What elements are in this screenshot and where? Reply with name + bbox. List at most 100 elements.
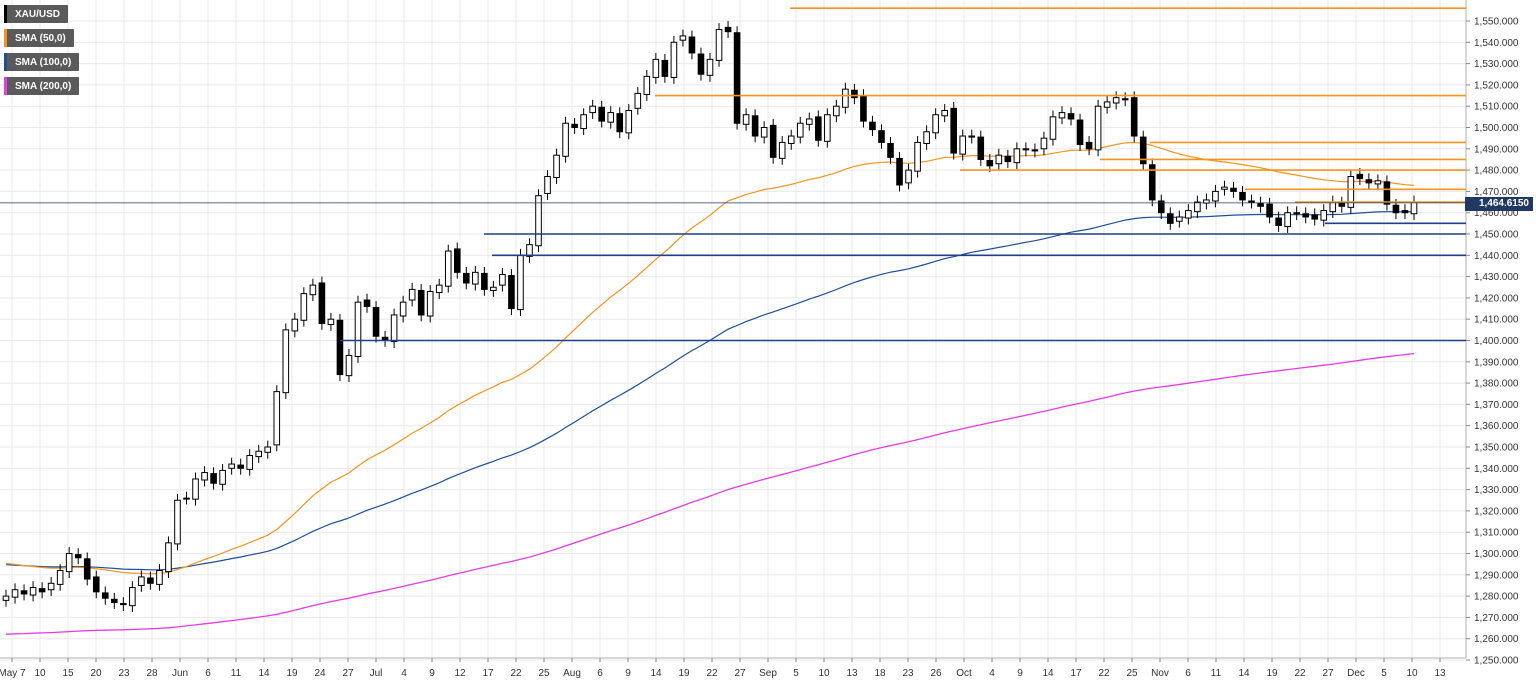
legend: XAU/USD SMA (50,0) SMA (100,0) SMA (200,… — [4, 5, 80, 101]
candle-body — [751, 115, 759, 137]
legend-label-sma100: SMA (100,0) — [15, 56, 72, 68]
x-tick-label: 22 — [1098, 668, 1110, 679]
y-tick-label: 1,320.000 — [1474, 506, 1519, 517]
x-tick-label: 13 — [846, 668, 858, 679]
candle-body — [1049, 116, 1057, 140]
y-tick-label: 1,290.000 — [1474, 570, 1519, 581]
x-tick-label: 11 — [1211, 668, 1222, 679]
candle-body — [1112, 97, 1120, 104]
candle-body — [300, 293, 308, 321]
candle-body — [598, 106, 605, 122]
candle-body — [643, 75, 651, 95]
y-tick-label: 1,270.000 — [1474, 613, 1519, 624]
candle-body — [769, 124, 777, 158]
candle-body — [959, 135, 967, 155]
candle-body — [345, 354, 353, 377]
candle-body — [147, 577, 154, 584]
x-tick-label: 23 — [118, 668, 130, 679]
candle-body — [246, 455, 253, 470]
candle-body — [463, 272, 470, 284]
candle-body — [210, 473, 217, 484]
candle-body — [724, 26, 732, 33]
candle-body — [833, 105, 840, 117]
x-tick-label: Nov — [1151, 668, 1169, 679]
candle-body — [977, 136, 985, 160]
candle-body — [174, 499, 181, 545]
x-tick-label: 22 — [706, 668, 718, 679]
candle-body — [1374, 180, 1382, 185]
candle-body — [1212, 190, 1219, 202]
y-tick-label: 1,390.000 — [1474, 357, 1519, 368]
candle-body — [29, 587, 37, 596]
legend-label-sma50: SMA (50,0) — [15, 32, 66, 44]
candle-body — [679, 35, 687, 41]
y-tick-label: 1,260.000 — [1474, 634, 1519, 645]
y-tick-label: 1,520.000 — [1474, 80, 1519, 91]
candle-body — [589, 105, 596, 114]
x-tick-label: 24 — [314, 668, 326, 679]
y-tick-label: 1,540.000 — [1474, 38, 1519, 49]
candle-body — [787, 135, 795, 144]
legend-sma100[interactable]: SMA (100,0) — [4, 53, 80, 71]
x-tick-label: 23 — [902, 668, 914, 679]
candle-body — [652, 58, 660, 78]
candle-body — [1121, 98, 1129, 101]
candle-body — [336, 319, 344, 376]
x-tick-label: 6 — [1185, 668, 1191, 679]
x-tick-label: 6 — [597, 668, 603, 679]
candle-body — [1293, 212, 1300, 215]
legend-sma200[interactable]: SMA (200,0) — [4, 77, 80, 95]
candle-body — [444, 250, 452, 287]
candle-body — [1392, 204, 1400, 214]
candle-body — [291, 318, 299, 332]
x-tick-label: 15 — [62, 668, 74, 679]
x-tick-label: 20 — [90, 668, 102, 679]
candle-body — [905, 169, 912, 184]
candle-body — [1085, 141, 1093, 150]
x-tick-label: 5 — [1381, 668, 1387, 679]
candle-body — [363, 299, 371, 307]
candle-body — [1094, 105, 1102, 151]
x-tick-label: 19 — [286, 668, 298, 679]
candle-body — [273, 391, 281, 446]
candle-body — [580, 114, 587, 130]
candle-body — [192, 478, 199, 500]
x-tick-label: 17 — [482, 668, 494, 679]
y-tick-label: 1,310.000 — [1474, 528, 1519, 539]
candle-body — [842, 88, 849, 108]
candle-body — [824, 114, 831, 142]
candle-body — [878, 130, 885, 143]
candle-body — [661, 59, 669, 77]
candle-body — [1221, 186, 1228, 190]
candle-body — [237, 464, 244, 469]
candle-body — [950, 107, 957, 154]
candle-body — [869, 121, 876, 131]
candle-body — [38, 588, 46, 593]
candle-body — [815, 116, 822, 141]
y-tick-label: 1,460.000 — [1474, 208, 1519, 219]
candle-body — [1356, 173, 1364, 180]
legend-xauusd[interactable]: XAU/USD — [4, 5, 69, 23]
candle-body — [733, 32, 741, 124]
candle-body — [535, 195, 542, 247]
candle-body — [1040, 137, 1048, 150]
candle-body — [986, 160, 994, 167]
candle-body — [634, 92, 642, 109]
x-tick-label: 17 — [1070, 668, 1082, 679]
sma50-line — [5, 141, 1415, 575]
legend-sma50[interactable]: SMA (50,0) — [4, 29, 74, 47]
y-tick-label: 1,280.000 — [1474, 592, 1519, 603]
x-tick-label: 14 — [258, 668, 270, 679]
x-tick-label: 13 — [1434, 668, 1446, 679]
candle-body — [417, 289, 425, 316]
candle-body — [544, 175, 551, 195]
x-tick-label: 14 — [650, 668, 662, 679]
candle-body — [1176, 216, 1183, 222]
candle-body — [255, 450, 263, 458]
candle-body — [1157, 200, 1165, 214]
x-tick-label: Aug — [563, 668, 581, 679]
y-tick-label: 1,250.000 — [1474, 656, 1519, 667]
y-tick-label: 1,370.000 — [1474, 400, 1519, 411]
candle-body — [1004, 155, 1012, 163]
